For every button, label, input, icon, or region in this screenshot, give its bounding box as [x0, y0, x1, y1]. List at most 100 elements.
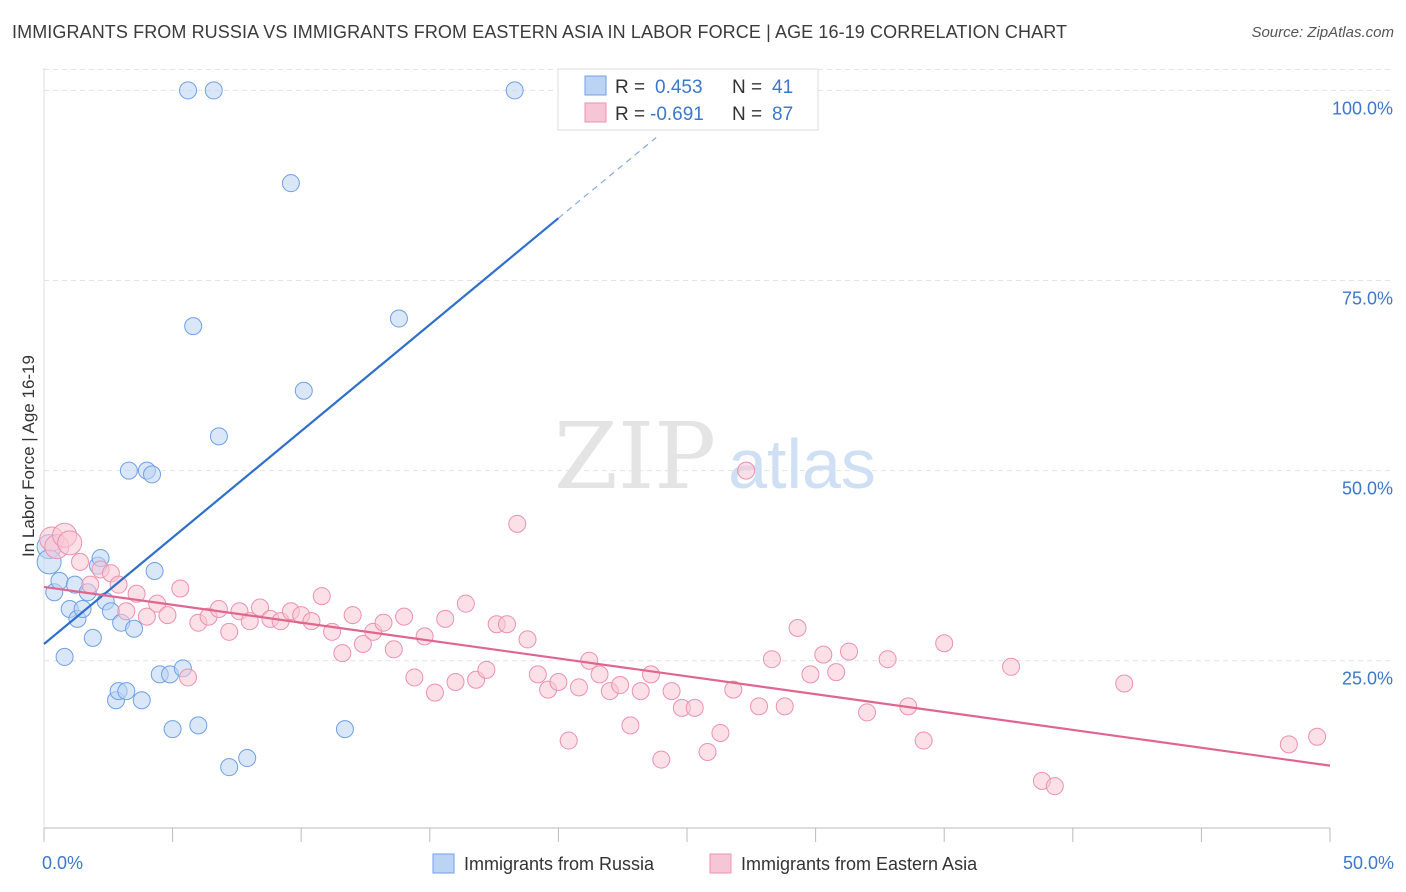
eastern-asia-point: [81, 575, 100, 594]
russia-point: [335, 720, 354, 739]
eastern-asia-point: [814, 645, 833, 664]
russia-point: [163, 720, 182, 739]
eastern-asia-point: [528, 665, 547, 684]
x-tick-label-right: 50.0%: [1343, 853, 1394, 873]
russia-point: [389, 309, 408, 328]
eastern-asia-point: [611, 676, 630, 695]
eastern-asia-point: [775, 697, 794, 716]
eastern-asia-point: [840, 642, 859, 661]
russia-point: [143, 465, 162, 484]
stats-n-label-russia: N =: [732, 77, 762, 98]
x-tick-label-left: 0.0%: [42, 853, 83, 873]
eastern-asia-point: [508, 514, 527, 533]
stats-r-value-eastern-asia: -0.691: [650, 104, 704, 125]
eastern-asia-point: [878, 650, 897, 669]
russia-point: [281, 174, 300, 193]
russia-point: [505, 81, 524, 100]
eastern-asia-point: [137, 607, 156, 626]
grid-lines: [44, 68, 1392, 662]
eastern-asia-point: [1308, 727, 1327, 746]
eastern-asia-point: [559, 731, 578, 750]
eastern-asia-point: [1002, 657, 1021, 676]
eastern-asia-point: [405, 668, 424, 687]
series-russia-points: [36, 81, 524, 777]
source-credit: Source: ZipAtlas.com: [1251, 24, 1394, 41]
russia-point: [294, 381, 313, 400]
eastern-asia-point: [220, 622, 239, 641]
eastern-asia-point: [497, 615, 516, 634]
russia-trend-line: [43, 217, 560, 645]
stats-n-label-eastern-asia: N =: [732, 104, 762, 125]
russia-point: [117, 682, 136, 701]
eastern-asia-point: [737, 461, 756, 480]
eastern-asia-point: [1115, 674, 1134, 693]
trend-lines: [43, 137, 1331, 767]
eastern-asia-point: [395, 607, 414, 626]
eastern-asia-point: [631, 682, 650, 701]
eastern-asia-point: [549, 673, 568, 692]
eastern-asia-point: [71, 552, 90, 571]
eastern-asia-point: [384, 640, 403, 659]
eastern-asia-point: [127, 584, 146, 603]
legend-swatch-russia: [432, 853, 455, 874]
eastern-asia-point: [662, 682, 681, 701]
eastern-asia-point: [353, 634, 372, 653]
stats-swatch-russia: [584, 75, 607, 96]
eastern-asia-point: [456, 594, 475, 613]
eastern-asia-point: [914, 731, 933, 750]
russia-point: [220, 758, 239, 777]
eastern-asia-point: [569, 678, 588, 697]
eastern-asia-point: [750, 697, 769, 716]
series-eastern-asia-points: [39, 461, 1327, 796]
eastern-asia-point: [333, 644, 352, 663]
eastern-asia-point: [590, 665, 609, 684]
legend: Immigrants from Russia Immigrants from E…: [432, 853, 978, 874]
eastern-asia-point: [302, 612, 321, 631]
chart-title: IMMIGRANTS FROM RUSSIA VS IMMIGRANTS FRO…: [12, 22, 1068, 42]
eastern-asia-point: [117, 602, 136, 621]
russia-point: [73, 600, 92, 619]
eastern-asia-point: [209, 600, 228, 619]
stats-swatch-eastern-asia: [584, 102, 607, 123]
eastern-asia-point: [312, 587, 331, 606]
stats-n-value-eastern-asia: 87: [772, 104, 793, 125]
eastern-asia-point: [171, 579, 190, 598]
eastern-asia-point: [762, 650, 781, 669]
russia-point: [125, 619, 144, 638]
eastern-asia-point: [1279, 735, 1298, 754]
legend-swatch-eastern-asia: [709, 853, 732, 874]
eastern-asia-point: [801, 665, 820, 684]
eastern-asia-point: [179, 668, 198, 687]
russia-point: [179, 81, 198, 100]
eastern-asia-point: [415, 627, 434, 646]
eastern-asia-point: [641, 665, 660, 684]
eastern-asia-point: [446, 673, 465, 692]
eastern-asia-point: [477, 660, 496, 679]
eastern-asia-point: [685, 698, 704, 717]
y-tick-labels: 25.0% 50.0% 75.0% 100.0%: [1332, 98, 1393, 688]
legend-label-eastern-asia: Immigrants from Eastern Asia: [741, 854, 978, 874]
legend-label-russia: Immigrants from Russia: [464, 854, 655, 874]
watermark-atlas: atlas: [728, 425, 876, 503]
stats-r-label-russia: R =: [615, 77, 645, 98]
stats-box: R = 0.453 N = 41 R = -0.691 N = 87: [557, 68, 819, 131]
eastern-asia-trend-line: [43, 585, 1331, 767]
russia-point: [145, 561, 164, 580]
eastern-asia-point: [724, 680, 743, 699]
eastern-asia-point: [698, 742, 717, 761]
russia-point: [238, 749, 257, 768]
russia-point: [209, 427, 228, 446]
eastern-asia-point: [935, 634, 954, 653]
watermark-zip: ZIP: [554, 403, 716, 510]
eastern-asia-point: [436, 609, 455, 628]
russia-point: [132, 691, 151, 710]
eastern-asia-point: [1045, 777, 1064, 796]
eastern-asia-point: [621, 716, 640, 735]
eastern-asia-point: [374, 613, 393, 632]
y-axis-label: In Labor Force | Age 16-19: [19, 355, 38, 557]
y-tick-label: 50.0%: [1342, 479, 1393, 499]
y-tick-label: 100.0%: [1332, 98, 1393, 118]
y-tick-label: 75.0%: [1342, 289, 1393, 309]
eastern-asia-point: [109, 575, 128, 594]
russia-point: [55, 647, 74, 666]
